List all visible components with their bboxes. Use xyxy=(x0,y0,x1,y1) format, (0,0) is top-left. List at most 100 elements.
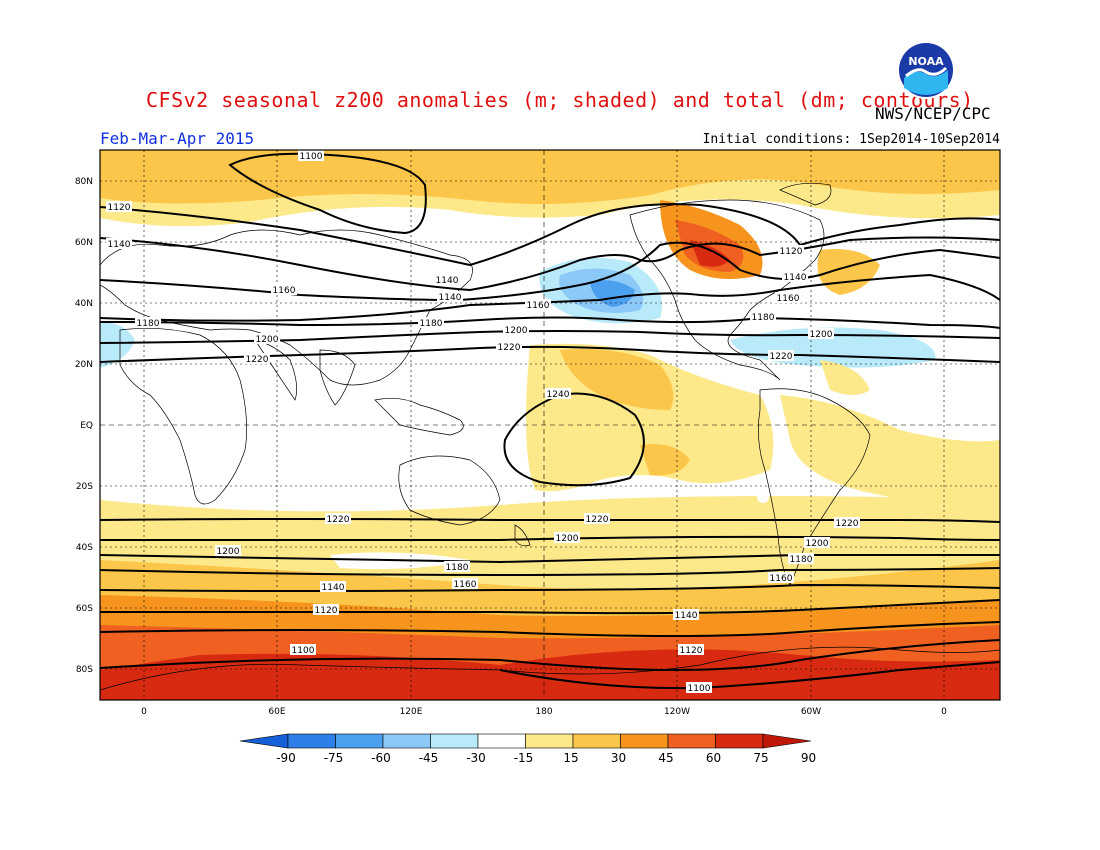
lat-label: 20N xyxy=(75,360,93,370)
colorbar-label: 90 xyxy=(801,751,816,765)
contour-label: 1220 xyxy=(584,513,610,525)
colorbar-swatch xyxy=(620,733,669,749)
colorbar-label: 75 xyxy=(753,751,768,765)
svg-text:1100: 1100 xyxy=(300,152,323,162)
colorbar-swatch xyxy=(667,733,716,749)
contour-label: 1180 xyxy=(788,553,814,565)
contour-label: 1200 xyxy=(503,324,529,336)
map-frame xyxy=(99,149,1001,701)
contour-label: 1220 xyxy=(496,341,522,353)
colorbar-label: -75 xyxy=(324,751,344,765)
lat-label: EQ xyxy=(80,421,93,431)
contour-label: 1160 xyxy=(768,572,794,584)
contour-label: 1180 xyxy=(444,561,470,573)
svg-text:NOAA: NOAA xyxy=(908,55,944,68)
contour-label: 1140 xyxy=(106,238,132,250)
svg-text:1200: 1200 xyxy=(810,330,833,340)
lat-label: 40S xyxy=(76,543,93,553)
svg-text:1220: 1220 xyxy=(246,355,269,365)
lon-label: 60W xyxy=(801,707,821,717)
colorbar-label: -90 xyxy=(276,751,296,765)
svg-text:1200: 1200 xyxy=(556,534,579,544)
lat-label: 80S xyxy=(76,665,93,675)
colorbar-label: -15 xyxy=(514,751,534,765)
colorbar-swatch xyxy=(430,733,479,749)
colorbar-label: 60 xyxy=(706,751,721,765)
contour-label: 1200 xyxy=(554,532,580,544)
contour-label: 1220 xyxy=(325,513,351,525)
svg-text:1100: 1100 xyxy=(688,684,711,694)
svg-text:1180: 1180 xyxy=(790,555,813,565)
colorbar-label: 15 xyxy=(563,751,578,765)
contour-label: 1220 xyxy=(768,350,794,362)
lon-label: 120W xyxy=(664,707,690,717)
contour-label: 1120 xyxy=(106,201,132,213)
contour-label: 1240 xyxy=(545,388,571,400)
lon-label: 120E xyxy=(400,707,423,717)
contour-label: 1140 xyxy=(434,274,460,286)
svg-text:1200: 1200 xyxy=(256,335,279,345)
svg-text:1140: 1140 xyxy=(675,611,698,621)
svg-text:1180: 1180 xyxy=(446,563,469,573)
colorbar-label: -30 xyxy=(466,751,486,765)
contour-label: 1220 xyxy=(244,353,270,365)
noaa-logo-icon: NOAA xyxy=(897,41,955,99)
svg-text:1180: 1180 xyxy=(752,313,775,323)
svg-text:1120: 1120 xyxy=(315,606,338,616)
svg-text:1120: 1120 xyxy=(108,203,131,213)
contour-label: 1180 xyxy=(750,311,776,323)
contour-labels: 1100 1120 1140 1160 1180 1200 1220 1140 … xyxy=(106,150,860,694)
contour-label: 1160 xyxy=(775,292,801,304)
contour-label: 1100 xyxy=(290,644,316,656)
svg-text:1180: 1180 xyxy=(137,319,160,329)
longitude-labels: 0 60E 120E 180 120W 60W 0 xyxy=(141,707,947,717)
colorbar-swatch xyxy=(335,733,384,749)
colorbar-left-arrow xyxy=(239,733,289,749)
contour-label: 1200 xyxy=(804,537,830,549)
contour-label: 1140 xyxy=(320,581,346,593)
svg-text:1200: 1200 xyxy=(806,539,829,549)
lon-label: 0 xyxy=(941,707,947,717)
svg-text:1160: 1160 xyxy=(454,580,477,590)
svg-text:1120: 1120 xyxy=(680,646,703,656)
colorbar-label: -60 xyxy=(371,751,391,765)
contour-label: 1140 xyxy=(437,291,463,303)
contour-label: 1160 xyxy=(271,284,297,296)
svg-text:1120: 1120 xyxy=(780,247,803,257)
contour-label: 1100 xyxy=(298,150,324,162)
contour-label: 1180 xyxy=(418,317,444,329)
colorbar-swatch xyxy=(477,733,526,749)
latitude-labels: 80N 60N 40N 20N EQ 20S 40S 60S 80S xyxy=(75,177,93,675)
chart-title: CFSv2 seasonal z200 anomalies (m; shaded… xyxy=(146,88,974,112)
svg-text:1140: 1140 xyxy=(784,273,807,283)
svg-text:1100: 1100 xyxy=(292,646,315,656)
colorbar-swatch xyxy=(715,733,764,749)
colorbar-label: 30 xyxy=(611,751,626,765)
svg-text:1220: 1220 xyxy=(770,352,793,362)
svg-text:1220: 1220 xyxy=(586,515,609,525)
svg-text:1140: 1140 xyxy=(108,240,131,250)
contour-label: 1160 xyxy=(525,299,551,311)
svg-text:1140: 1140 xyxy=(439,293,462,303)
svg-text:1140: 1140 xyxy=(322,583,345,593)
lat-label: 80N xyxy=(75,177,93,187)
lon-label: 0 xyxy=(141,707,147,717)
lat-label: 20S xyxy=(76,482,93,492)
svg-text:1160: 1160 xyxy=(273,286,296,296)
lat-label: 60S xyxy=(76,604,93,614)
contour-label: 1160 xyxy=(452,578,478,590)
svg-text:1220: 1220 xyxy=(327,515,350,525)
svg-text:1160: 1160 xyxy=(770,574,793,584)
agency-label: NWS/NCEP/CPC xyxy=(875,104,991,123)
colorbar-right-arrow xyxy=(762,733,812,749)
contour-label: 1140 xyxy=(782,271,808,283)
contour-label: 1200 xyxy=(215,545,241,557)
svg-text:1160: 1160 xyxy=(527,301,550,311)
svg-text:1180: 1180 xyxy=(420,319,443,329)
svg-text:1220: 1220 xyxy=(498,343,521,353)
contour-label: 1120 xyxy=(678,644,704,656)
svg-text:1160: 1160 xyxy=(777,294,800,304)
initial-conditions-label: Initial conditions: 1Sep2014-10Sep2014 xyxy=(702,132,1000,147)
